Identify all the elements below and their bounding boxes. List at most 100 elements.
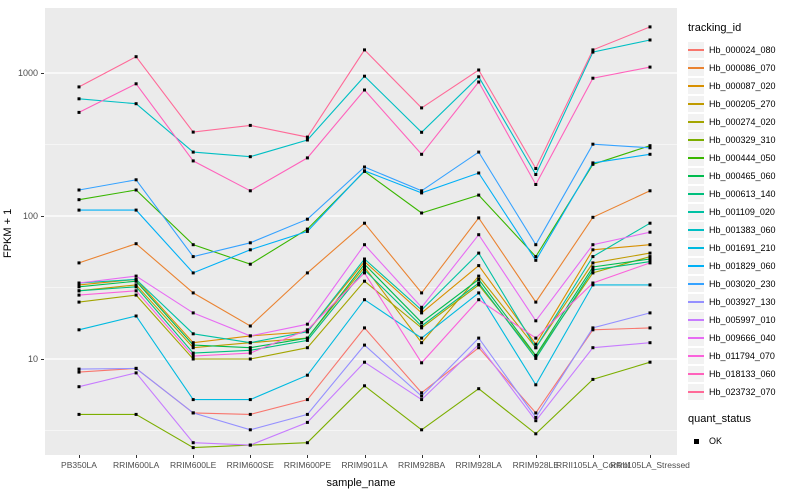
data-point [305, 441, 309, 445]
data-point [591, 76, 595, 80]
x-tick-mark [250, 455, 252, 458]
y-tick-label: 10 [27, 354, 38, 364]
data-point [477, 274, 481, 278]
data-point [191, 150, 195, 154]
x-tick-mark [136, 455, 138, 458]
legend2-items: OK [688, 432, 798, 450]
legend-item-label: Hb_003020_230 [709, 279, 776, 289]
series-line-Hb_000329_310 [79, 361, 651, 449]
legend-item: Hb_023732_070 [688, 383, 798, 401]
legend-item: Hb_003020_230 [688, 275, 798, 293]
legend-key-swatch [688, 78, 704, 94]
data-point [534, 258, 538, 262]
legend2: quant_status OK [688, 413, 798, 450]
data-point [591, 271, 595, 275]
data-point [477, 283, 481, 287]
data-point [305, 336, 309, 340]
data-point [591, 215, 595, 219]
data-point [591, 377, 595, 381]
legend-item: Hb_000274_020 [688, 113, 798, 131]
x-tick-mark [79, 455, 80, 458]
data-point [363, 265, 366, 269]
x-tick-label: RRIM928BA [397, 460, 446, 470]
plot-svg [45, 25, 677, 450]
data-point [477, 281, 481, 285]
data-point [477, 298, 481, 302]
x-tick-label: RRIM600PE [283, 460, 332, 470]
legend-line-icon [688, 211, 704, 213]
data-point [363, 165, 366, 169]
data-point [248, 398, 252, 402]
data-point [191, 332, 195, 336]
data-point [134, 102, 138, 106]
data-point [420, 391, 424, 395]
x-tick-label: RRII105LA_Control [556, 460, 630, 470]
data-point [305, 138, 309, 142]
legend-key-swatch [688, 114, 704, 130]
x-tick-label: RRIM901LA [341, 460, 388, 470]
data-point [477, 150, 481, 154]
legend-line-icon [688, 355, 704, 357]
data-point [591, 142, 595, 146]
data-point [420, 191, 424, 195]
data-point [420, 291, 424, 295]
data-point [134, 55, 138, 59]
data-point [305, 398, 309, 402]
data-point [305, 271, 309, 275]
data-point [477, 343, 481, 347]
legend-item-label: Hb_000465_060 [709, 171, 776, 181]
data-point [248, 248, 252, 252]
data-point [591, 265, 595, 269]
data-point [134, 366, 138, 370]
data-point [363, 260, 366, 264]
legend-items: Hb_000024_080 Hb_000086_070 Hb_000087_020 H… [688, 41, 798, 401]
data-point [648, 152, 652, 156]
x-tick-label: RRII105LA_Stressed [610, 460, 690, 470]
y-tick-label: 1000 [17, 68, 38, 78]
legend-item: Hb_005997_010 [688, 311, 798, 329]
data-point [591, 255, 595, 259]
data-point [648, 146, 652, 150]
data-point [248, 334, 252, 338]
legend-item: Hb_001109_020 [688, 203, 798, 221]
x-tick-label: RRIM600LE [170, 460, 217, 470]
x-tick-label: PB350LA [61, 460, 97, 470]
data-point [305, 322, 309, 326]
data-point [477, 251, 481, 255]
legend-item-label: Hb_023732_070 [709, 387, 776, 397]
legend-key-swatch [688, 168, 704, 184]
legend-key-swatch [688, 60, 704, 76]
data-point [248, 189, 252, 193]
y-tick-mark [41, 359, 44, 360]
legend-key-swatch [688, 366, 704, 382]
data-point [134, 283, 138, 287]
data-point [534, 346, 538, 350]
data-point [77, 188, 81, 192]
data-point [363, 384, 366, 388]
legend-line-icon [688, 301, 704, 303]
legend-key-swatch [688, 258, 704, 274]
data-point [591, 326, 595, 330]
legend-item-label: Hb_003927_130 [709, 297, 776, 307]
data-point [648, 257, 652, 261]
legend-item-label: Hb_001109_020 [709, 207, 775, 217]
legend-item: Hb_000087_020 [688, 77, 798, 95]
data-point [248, 357, 252, 361]
data-point [191, 411, 195, 415]
legend-key-swatch [688, 330, 704, 346]
y-axis-title: FPKM + 1 [2, 208, 14, 258]
data-point [420, 189, 424, 193]
legend-key-swatch [688, 186, 704, 202]
data-point [77, 293, 81, 297]
data-point [648, 243, 652, 247]
data-point [305, 135, 309, 139]
data-point [420, 311, 424, 315]
data-point [477, 277, 481, 281]
data-point [648, 255, 652, 259]
legend-line-icon [688, 247, 704, 249]
data-point [534, 173, 538, 176]
data-point [77, 412, 81, 416]
data-point [648, 360, 652, 364]
x-tick-mark [364, 455, 366, 458]
legend-item-label: Hb_005997_010 [709, 315, 776, 325]
